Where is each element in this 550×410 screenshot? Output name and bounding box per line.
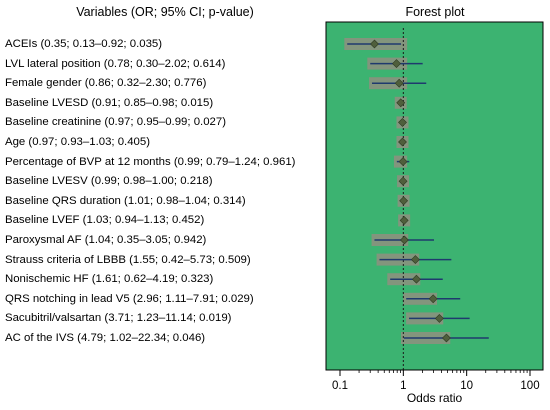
row-label: QRS notching in lead V5 (2.96; 1.11–7.91… bbox=[5, 292, 254, 305]
point-marker bbox=[398, 117, 407, 127]
plot-panel bbox=[325, 21, 544, 371]
point-marker bbox=[428, 294, 438, 304]
x-tick-label: 100 bbox=[520, 380, 539, 392]
row-label: Paroxysmal AF (1.04; 0.35–3.05; 0.942) bbox=[5, 234, 207, 246]
point-marker bbox=[396, 98, 406, 108]
row-label: Baseline LVESD (0.91; 0.85–0.98; 0.015) bbox=[5, 96, 214, 109]
row-label: Female gender (0.86; 0.32–2.30; 0.776) bbox=[5, 77, 207, 90]
point-marker bbox=[399, 215, 409, 225]
row-label: Baseline LVESV (0.99; 0.98–1.00; 0.218) bbox=[5, 175, 213, 188]
x-axis-ticks: 0.1 1 10 100 bbox=[332, 370, 540, 392]
row-label: Age (0.97; 0.93–1.03; 0.405) bbox=[5, 136, 151, 148]
row-label: LVL lateral position (0.78; 0.30–2.02; 0… bbox=[5, 57, 226, 70]
variables-column-header: Variables (OR; 95% CI; p-value) bbox=[76, 5, 254, 19]
x-tick-label: 0.1 bbox=[332, 380, 348, 392]
point-marker bbox=[398, 157, 408, 167]
row-label: ACEIs (0.35; 0.13–0.92; 0.035) bbox=[5, 38, 163, 50]
point-marker bbox=[392, 59, 401, 69]
row-labels: ACEIs (0.35; 0.13–0.92; 0.035) LVL latera… bbox=[5, 0, 327, 410]
row-label: Strauss criteria of LBBB (1.55; 0.42–5.7… bbox=[5, 253, 251, 266]
row-label: Percentage of BVP at 12 months (0.99; 0.… bbox=[5, 155, 296, 168]
row-label: AC of the IVS (4.79; 1.02–22.34; 0.046) bbox=[5, 332, 206, 344]
point-marker bbox=[410, 255, 420, 265]
point-marker bbox=[370, 39, 379, 49]
row-label: Sacubitril/valsartan (3.71; 1.23–11.14; … bbox=[5, 312, 232, 325]
x-axis-title: Odds ratio bbox=[407, 391, 463, 405]
point-marker bbox=[434, 313, 444, 323]
point-marker bbox=[399, 235, 409, 245]
point-marker bbox=[398, 137, 407, 147]
point-marker bbox=[399, 196, 409, 206]
point-marker bbox=[394, 78, 404, 88]
forest-plot-title: Forest plot bbox=[405, 5, 465, 19]
x-tick-label: 10 bbox=[460, 380, 473, 392]
point-marker bbox=[412, 274, 421, 284]
row-label: Nonischemic HF (1.61; 0.62–4.19; 0.323) bbox=[5, 273, 214, 286]
point-marker bbox=[398, 176, 408, 186]
row-label: Baseline QRS duration (1.01; 0.98–1.04; … bbox=[5, 194, 246, 207]
point-markers bbox=[370, 39, 451, 343]
row-label: Baseline creatinine (0.97; 0.95–0.99; 0.… bbox=[5, 116, 227, 129]
x-tick-label: 1 bbox=[400, 380, 406, 392]
row-label: Baseline LVEF (1.03; 0.94–1.13; 0.452) bbox=[5, 214, 205, 227]
point-marker bbox=[441, 333, 451, 343]
